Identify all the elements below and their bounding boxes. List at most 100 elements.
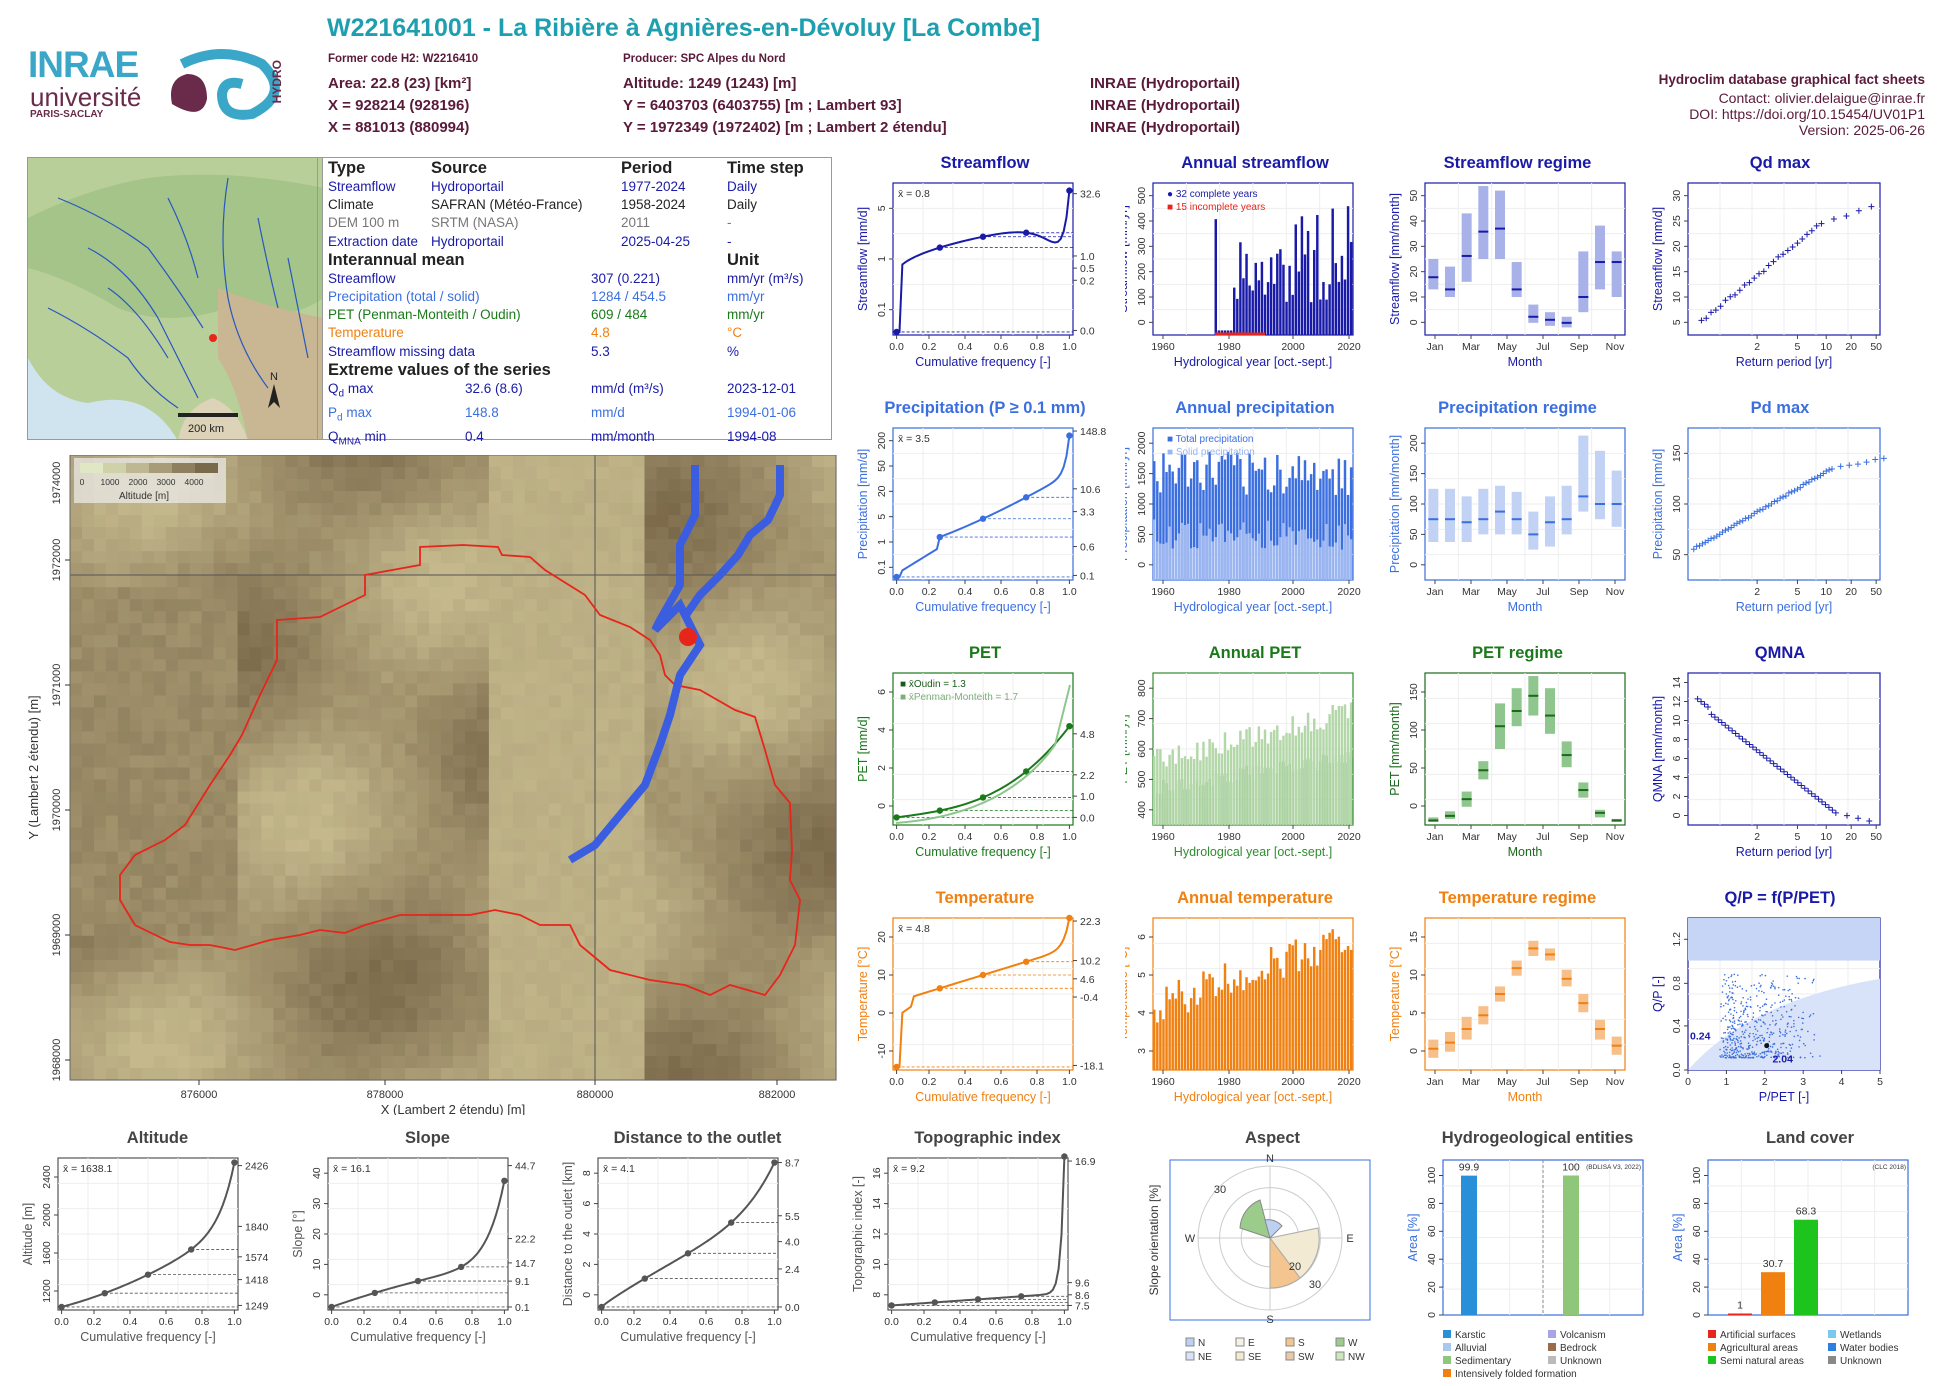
dem-cell (70, 899, 83, 913)
dem-cell (117, 791, 131, 805)
dem-cell (644, 983, 658, 997)
dem-cell (129, 887, 143, 901)
daily-point (1764, 1051, 1766, 1053)
dem-cell (800, 803, 813, 817)
dem-cell (261, 983, 275, 997)
dem-cell (261, 863, 275, 877)
dem-cell (153, 1043, 167, 1057)
mean-row: Streamflow 307 (0.221) mm/yr (m³/s) (328, 270, 821, 288)
y-tick-label: 50 (1671, 549, 1683, 561)
dem-cell (405, 755, 418, 769)
dem-cell (225, 971, 239, 985)
dem-cell (752, 491, 765, 504)
annual-bar (1217, 987, 1221, 1070)
dem-cell (596, 959, 610, 973)
dem-cell (405, 491, 418, 504)
right-label: 2.2 (1080, 770, 1095, 782)
dem-cell (177, 551, 191, 564)
dem-cell (405, 923, 418, 937)
dem-cell (309, 695, 322, 709)
dem-cell (153, 551, 167, 564)
dem-cell (273, 791, 287, 805)
dem-cell (369, 683, 382, 696)
dem-cell (225, 659, 239, 672)
dem-cell (177, 863, 191, 877)
dem-cell (357, 815, 370, 829)
annual-bar (1285, 951, 1288, 1070)
dem-cell (261, 719, 275, 733)
dem-cell (441, 959, 454, 973)
dem-cell (213, 743, 227, 757)
dem-cell (716, 743, 729, 757)
dem-cell (764, 671, 777, 684)
dem-cell (297, 995, 310, 1009)
dem-cell (405, 707, 418, 721)
dem-cell (261, 575, 275, 588)
dem-cell (345, 1055, 358, 1069)
y-tick-label: 400 (1136, 212, 1148, 230)
dem-cell (273, 911, 287, 925)
dem-cell (369, 599, 382, 612)
annual-bar (1236, 452, 1239, 580)
dem-cell (81, 599, 95, 612)
daily-point (1789, 1050, 1792, 1052)
rp-point (1855, 815, 1862, 822)
dem-cell (560, 479, 574, 492)
dem-cell (536, 587, 550, 600)
annual-bar-solid (1328, 546, 1331, 580)
dem-cell (153, 1019, 167, 1033)
dem-cell (333, 971, 346, 985)
dem-cell (740, 791, 753, 805)
quantile-point (936, 807, 943, 814)
dem-cell (357, 863, 370, 877)
annual-bar (1180, 991, 1184, 1070)
dem-cell (692, 659, 705, 672)
dem-cell (536, 527, 550, 540)
dem-cell (596, 863, 610, 877)
dem-cell (309, 995, 322, 1009)
dem-cell (800, 659, 813, 672)
dem-cell (429, 467, 442, 480)
dem-cell (345, 1007, 358, 1021)
dem-cell (345, 815, 358, 829)
dem-cell (309, 863, 322, 877)
dem-cell (249, 995, 263, 1009)
dem-cell (704, 947, 717, 961)
dem-cell (608, 575, 622, 588)
dem-cell (201, 875, 215, 889)
dem-cell (309, 959, 322, 973)
dem-cell (800, 1055, 813, 1069)
dem-cell (273, 515, 287, 528)
x-tick-label: Sep (1570, 831, 1589, 843)
dem-cell (441, 575, 454, 588)
dem-cell (369, 1067, 382, 1081)
y-tick-label: 40 (1408, 215, 1420, 227)
dem-cell (105, 611, 119, 624)
daily-point (1797, 982, 1800, 984)
right-label: 32.6 (1080, 189, 1101, 201)
extreme-cell: mm/month (591, 428, 655, 444)
dem-cell (500, 479, 514, 492)
legend-swatch (149, 463, 172, 473)
y-tick-label: 4 (876, 727, 888, 733)
dem-cell (309, 1019, 322, 1033)
dem-cell (548, 659, 562, 672)
dem-cell (117, 719, 131, 733)
dem-cell (776, 935, 789, 949)
logo-paris-saclay: PARIS-SACLAY (30, 109, 104, 120)
dem-cell (488, 815, 502, 829)
dem-cell (117, 851, 131, 865)
dem-cell (644, 647, 658, 660)
header-extreme: Extreme values of the series (328, 360, 551, 379)
dem-cell (105, 899, 119, 913)
dem-cell (656, 695, 670, 709)
dem-cell (776, 815, 789, 829)
annual-bar (1257, 976, 1261, 1070)
dem-cell (141, 851, 155, 865)
dem-cell (464, 875, 478, 889)
dem-cell (189, 683, 203, 696)
x-axis-label: P/PET [-] (1759, 1090, 1809, 1104)
dem-cell (668, 923, 682, 937)
dem-cell (800, 947, 813, 961)
quantile-point (1023, 229, 1030, 236)
